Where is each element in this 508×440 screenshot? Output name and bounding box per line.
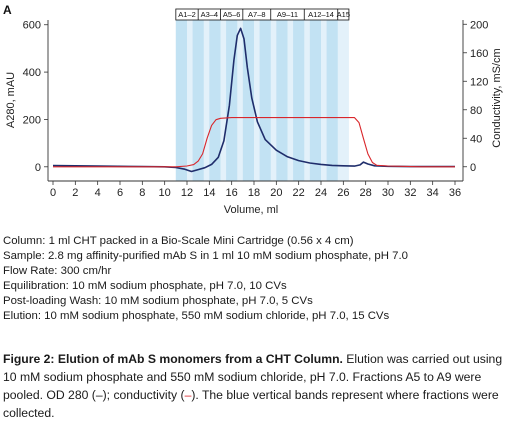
fraction-strip-frame [175,8,350,21]
collected-fraction-band-8 [309,20,321,181]
method-elution: Elution: 10 mM sodium phosphate, 550 mM … [3,310,390,322]
series-line-conductivity [53,117,455,168]
x-tick-label-28: 28 [360,187,372,199]
method-details: Column: 1 ml CHT packed in a Bio-Scale M… [3,234,503,324]
x-tick-label-18: 18 [248,187,260,199]
method-wash: Post-loading Wash: 10 mM sodium phosphat… [3,295,313,307]
collected-fraction-band-5 [259,20,271,181]
y-axis-right-label: Conductivity, mS/cm [491,48,503,147]
chromatogram-chart: A A1–2 A3–4 A5–6 A7–8 A9–11 A12–14 A15 0 2 4 6 8 10… [3,3,503,216]
method-equilibration: Equilibration: 10 mM sodium phosphate, p… [3,280,287,292]
collected-fraction-band-7 [293,20,305,181]
y-right-tick-label-200: 200 [470,19,488,31]
collected-fraction-band-2 [209,20,221,181]
y-right-tick-label-160: 160 [470,48,488,60]
x-axis-label: Volume, ml [224,204,278,216]
chart-axes: 0 2 4 6 8 10 12 14 16 18 20 22 24 26 28 30 32 34 360200400… [23,19,489,199]
caption-title: Figure 2: Elution of mAb S monomers from… [3,352,343,366]
x-tick-label-16: 16 [226,187,238,199]
method-flow-rate: Flow Rate: 300 cm/hr [3,265,112,277]
figure-caption: Figure 2: Elution of mAb S monomers from… [3,350,503,422]
fraction-label-A12–14: A12–14 [308,10,334,19]
collected-fraction-band-0 [175,20,187,181]
x-tick-label-32: 32 [404,187,416,199]
x-tick-label-2: 2 [72,187,78,199]
fraction-label-A5–6: A5–6 [223,10,241,19]
x-tick-label-30: 30 [382,187,394,199]
legend-conductivity-dash: – [184,388,192,402]
fraction-label-strip: A1–2 A3–4 A5–6 A7–8 A9–11 A12–14 A15 [175,8,350,21]
caption-text-2: ); conductivity ( [102,388,185,402]
x-tick-label-14: 14 [203,187,215,199]
chart-series [52,27,455,173]
x-tick-label-8: 8 [139,187,145,199]
x-tick-label-26: 26 [337,187,349,199]
y-axis-left-label-text: A280, mAU [5,72,17,128]
fraction-label-A9–11: A9–11 [277,10,298,19]
method-column: Column: 1 ml CHT packed in a Bio-Scale M… [3,235,354,247]
fraction-label-A15: A15 [337,10,350,19]
y-axis-left-label: A280, mAU [5,72,17,128]
collected-fraction-band-1 [192,20,204,181]
caption-text-3: ). The blue vertical bands represent whe… [3,388,499,420]
x-tick-label-4: 4 [95,187,101,199]
x-tick-label-22: 22 [293,187,305,199]
collected-fraction-band-4 [242,20,254,181]
y-left-tick-label-600: 600 [23,20,41,32]
x-tick-label-20: 20 [270,187,282,199]
collected-fraction-band-6 [276,20,288,181]
y-left-tick-label-200: 200 [23,114,41,126]
series-line-od-280 [52,27,455,173]
y-right-tick-label-120: 120 [470,76,488,88]
y-right-tick-label-80: 80 [470,105,482,117]
x-tick-label-36: 36 [449,187,461,199]
x-tick-label-0: 0 [50,187,56,199]
y-left-tick-label-0: 0 [35,162,41,174]
legend-od280-dash: – [95,388,103,402]
caption-text-1: Elution was carried out using 10 mM sodi… [3,352,503,402]
fraction-label-A1–2: A1–2 [178,10,196,19]
y-left-tick-label-400: 400 [23,67,41,79]
x-tick-label-24: 24 [315,187,327,199]
method-sample: Sample: 2.8 mg affinity-purified mAb S i… [3,250,408,262]
y-right-tick-label-40: 40 [470,133,482,145]
x-tick-label-10: 10 [159,187,171,199]
x-tick-label-12: 12 [181,187,193,199]
fraction-label-A7–8: A7–8 [248,10,266,19]
fraction-bands [175,20,349,181]
panel-label: A [3,3,12,17]
y-right-tick-label-0: 0 [470,162,476,174]
collected-fraction-band-9 [326,20,338,181]
collected-fraction-band-3 [226,20,238,181]
fraction-label-A3–4: A3–4 [201,10,219,19]
x-tick-label-34: 34 [427,187,439,199]
x-tick-label-6: 6 [117,187,123,199]
